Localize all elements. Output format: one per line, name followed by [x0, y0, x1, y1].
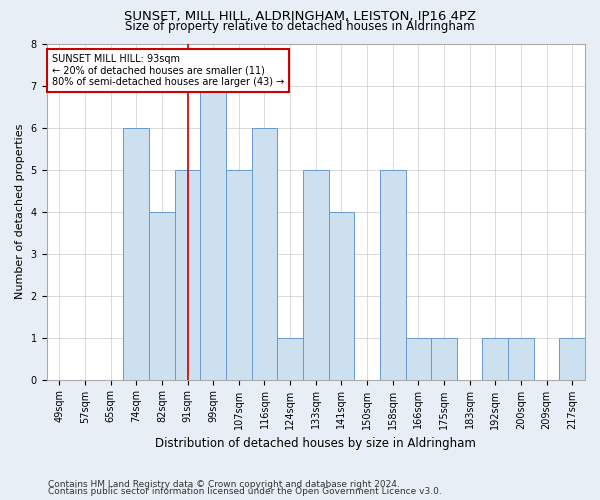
Text: SUNSET, MILL HILL, ALDRINGHAM, LEISTON, IP16 4PZ: SUNSET, MILL HILL, ALDRINGHAM, LEISTON, … [124, 10, 476, 23]
Bar [508, 338, 534, 380]
Bar [200, 86, 226, 380]
Bar [380, 170, 406, 380]
Bar [175, 170, 200, 380]
Text: Contains HM Land Registry data © Crown copyright and database right 2024.: Contains HM Land Registry data © Crown c… [48, 480, 400, 489]
Y-axis label: Number of detached properties: Number of detached properties [15, 124, 25, 300]
Bar [482, 338, 508, 380]
X-axis label: Distribution of detached houses by size in Aldringham: Distribution of detached houses by size … [155, 437, 476, 450]
Bar [149, 212, 175, 380]
Bar [431, 338, 457, 380]
Bar [124, 128, 149, 380]
Text: Size of property relative to detached houses in Aldringham: Size of property relative to detached ho… [125, 20, 475, 33]
Bar [226, 170, 251, 380]
Text: SUNSET MILL HILL: 93sqm
← 20% of detached houses are smaller (11)
80% of semi-de: SUNSET MILL HILL: 93sqm ← 20% of detache… [52, 54, 284, 88]
Text: Contains public sector information licensed under the Open Government Licence v3: Contains public sector information licen… [48, 487, 442, 496]
Bar [277, 338, 303, 380]
Bar [251, 128, 277, 380]
Bar [303, 170, 329, 380]
Bar [559, 338, 585, 380]
Bar [406, 338, 431, 380]
Bar [329, 212, 354, 380]
